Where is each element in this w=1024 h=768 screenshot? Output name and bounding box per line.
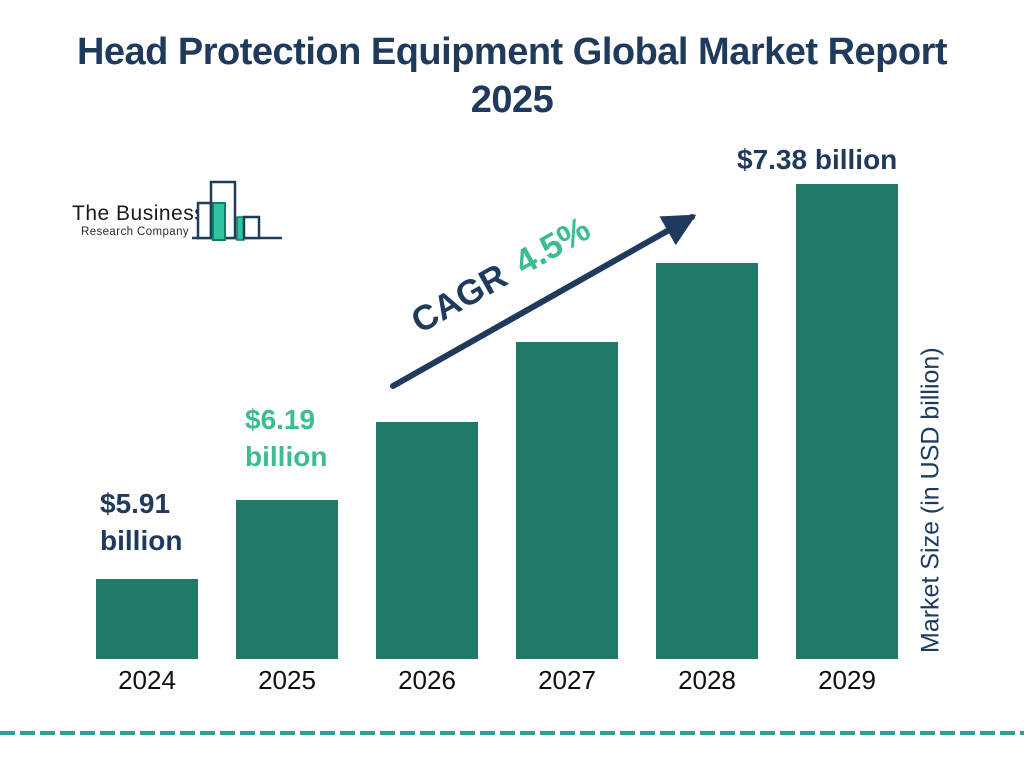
- bar-2028: [656, 263, 758, 659]
- value-label-2029: $7.38 billion: [737, 144, 898, 175]
- value-label-2025: $6.19 billion: [245, 404, 328, 472]
- x-tick-label-2029: 2029: [818, 665, 876, 695]
- x-tick-label-2025: 2025: [258, 665, 316, 695]
- logo-company-subtitle: Research Company: [80, 226, 190, 238]
- cagr-label: CAGR: [405, 251, 522, 340]
- cagr-value: 4.5%: [508, 209, 597, 282]
- logo-company-name: The Business: [72, 202, 206, 225]
- company-logo: The Business Research Company: [72, 202, 206, 238]
- cagr-text: CAGR 4.5%: [405, 209, 597, 341]
- y-axis-label: Market Size (in USD billion): [916, 347, 945, 653]
- bar-2026: [376, 422, 478, 659]
- x-tick-label-2026: 2026: [398, 665, 456, 695]
- bar-2024: [96, 579, 198, 659]
- bar-2027: [516, 342, 618, 659]
- x-tick-label-2024: 2024: [118, 665, 176, 695]
- bar-2029: [796, 184, 898, 659]
- bar-2025: [236, 500, 338, 659]
- x-tick-label-2028: 2028: [678, 665, 736, 695]
- value-label-2024: $5.91 billion: [100, 488, 183, 556]
- x-tick-label-2027: 2027: [538, 665, 596, 695]
- logo-bar-chart-icon: [192, 180, 282, 241]
- page-title: Head Protection Equipment Global Market …: [76, 31, 948, 121]
